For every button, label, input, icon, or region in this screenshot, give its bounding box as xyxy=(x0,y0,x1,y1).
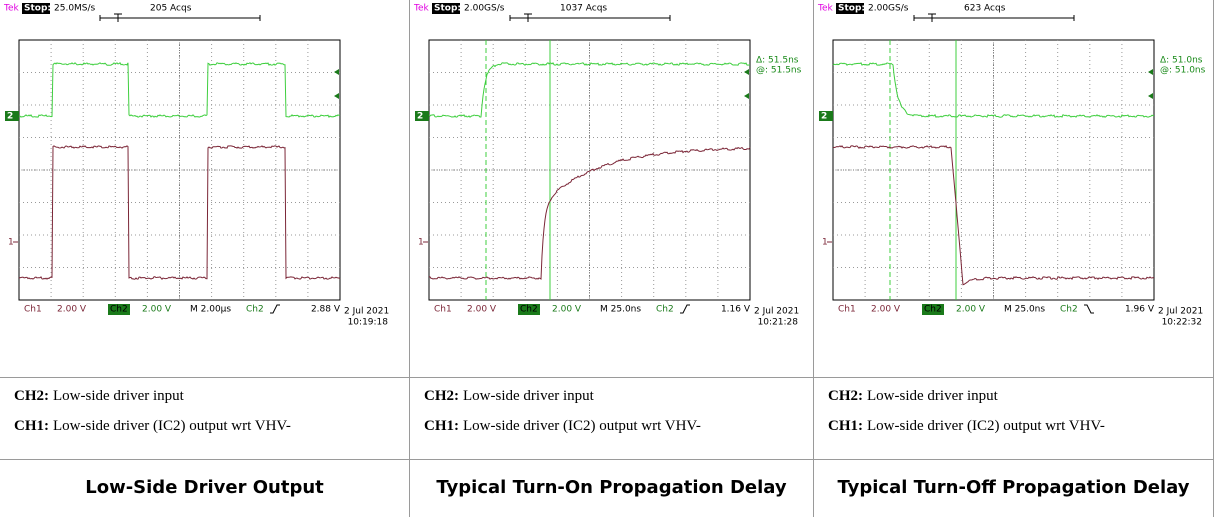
ch2-label: Ch2 xyxy=(924,305,942,315)
ch2-label: Ch2 xyxy=(110,305,128,315)
date: 2 Jul 2021 xyxy=(344,307,389,317)
ch2-scale: 2.00 V xyxy=(552,305,582,315)
date: 2 Jul 2021 xyxy=(754,307,799,317)
trigger-source: Ch2 xyxy=(246,305,264,315)
caption-line: CH2:Low-side driver input xyxy=(424,388,594,405)
ch2-marker: 2 xyxy=(7,112,13,122)
ch2-scale: 2.00 V xyxy=(142,305,172,315)
cursor-delta: Δ: 51.5ns xyxy=(756,56,799,66)
ch1-label: Ch1 xyxy=(434,305,452,315)
caption-label: CH1: xyxy=(828,418,863,434)
trigger-edge xyxy=(1084,305,1094,313)
time: 10:22:32 xyxy=(1162,318,1202,328)
caption-line: CH2:Low-side driver input xyxy=(828,388,998,405)
caption-label: CH1: xyxy=(14,418,49,434)
oscilloscope-screen: Tek Stop:25.0MS/s 205 Acqs 2 1 Ch1 2.00 V Ch2 2.… xyxy=(0,0,409,377)
cursor-position: @: 51.0ns xyxy=(1160,66,1206,76)
ch2-label: Ch2 xyxy=(520,305,538,315)
scope-cell: Tek Stop:2.00GS/s 1037 Acqs Δ: 51.5ns@: 51.… xyxy=(410,0,814,378)
caption-line: CH2:Low-side driver input xyxy=(14,388,184,405)
acquisitions: 1037 Acqs xyxy=(560,4,607,14)
scope-brand: Tek xyxy=(413,4,430,14)
scope-state: Stop: xyxy=(24,4,51,14)
caption-label: CH1: xyxy=(424,418,459,434)
trigger-source: Ch2 xyxy=(1060,305,1078,315)
title-cell: Typical Turn-On Propagation Delay xyxy=(410,460,814,517)
timebase: M 25.0ns xyxy=(1004,305,1045,315)
panel-title: Low-Side Driver Output xyxy=(85,477,324,498)
scope-brand: Tek xyxy=(3,4,20,14)
acquisitions: 205 Acqs xyxy=(150,4,192,14)
ch2-marker: 2 xyxy=(417,112,423,122)
panel-title: Typical Turn-On Propagation Delay xyxy=(436,477,786,498)
ch1-label: Ch1 xyxy=(838,305,856,315)
sample-rate: 25.0MS/s xyxy=(54,4,96,14)
timebase: M 2.00µs xyxy=(190,305,231,315)
trigger-level: 1.96 V xyxy=(1125,305,1155,315)
trigger-edge xyxy=(680,305,690,313)
caption-text: Low-side driver (IC2) output wrt VHV- xyxy=(463,418,701,434)
ch1-marker: 1 xyxy=(822,238,828,248)
scope-brand: Tek xyxy=(817,4,834,14)
oscilloscope-screen: Tek Stop:2.00GS/s 1037 Acqs Δ: 51.5ns@: 51.… xyxy=(410,0,813,377)
scope-cell: Tek Stop:2.00GS/s 623 Acqs Δ: 51.0ns@: 51.0… xyxy=(814,0,1214,378)
panel-title: Typical Turn-Off Propagation Delay xyxy=(838,477,1190,498)
caption-line: CH1:Low-side driver (IC2) output wrt VHV… xyxy=(424,418,701,435)
trigger-bracket xyxy=(510,14,670,22)
ch1-scale: 2.00 V xyxy=(467,305,497,315)
caption-label: CH2: xyxy=(424,388,459,404)
timebase: M 25.0ns xyxy=(600,305,641,315)
ch2-marker: 2 xyxy=(821,112,827,122)
caption-text: Low-side driver (IC2) output wrt VHV- xyxy=(53,418,291,434)
ch1-marker: 1 xyxy=(8,238,14,248)
caption-text: Low-side driver input xyxy=(867,388,998,404)
scope-state: Stop: xyxy=(434,4,461,14)
caption-text: Low-side driver (IC2) output wrt VHV- xyxy=(867,418,1105,434)
scope-cell: Tek Stop:25.0MS/s 205 Acqs 2 1 Ch1 2.00 V Ch2 2.… xyxy=(0,0,410,378)
trigger-bracket xyxy=(100,14,260,22)
ch1-marker: 1 xyxy=(418,238,424,248)
scope-state: Stop: xyxy=(838,4,865,14)
cursor-delta: Δ: 51.0ns xyxy=(1160,56,1203,66)
sample-rate: 2.00GS/s xyxy=(464,4,505,14)
caption-label: CH2: xyxy=(14,388,49,404)
ch1-scale: 2.00 V xyxy=(57,305,87,315)
ch2-scale: 2.00 V xyxy=(956,305,986,315)
trigger-level: 2.88 V xyxy=(311,305,341,315)
time: 10:21:28 xyxy=(758,318,799,328)
trigger-source: Ch2 xyxy=(656,305,674,315)
title-cell: Typical Turn-Off Propagation Delay xyxy=(814,460,1214,517)
ch1-scale: 2.00 V xyxy=(871,305,901,315)
caption-line: CH1:Low-side driver (IC2) output wrt VHV… xyxy=(14,418,291,435)
cursor-position: @: 51.5ns xyxy=(756,66,802,76)
oscilloscope-screen: Tek Stop:2.00GS/s 623 Acqs Δ: 51.0ns@: 51.0… xyxy=(814,0,1213,377)
sample-rate: 2.00GS/s xyxy=(868,4,909,14)
page: TekStop:25.0MS/s205 Acqs21Ch12.00 VCh22.… xyxy=(0,0,1214,517)
trigger-level: 1.16 V xyxy=(721,305,751,315)
caption-text: Low-side driver input xyxy=(463,388,594,404)
caption-line: CH1:Low-side driver (IC2) output wrt VHV… xyxy=(828,418,1105,435)
caption-text: Low-side driver input xyxy=(53,388,184,404)
caption-label: CH2: xyxy=(828,388,863,404)
acquisitions: 623 Acqs xyxy=(964,4,1006,14)
title-cell: Low-Side Driver Output xyxy=(0,460,410,517)
trigger-edge xyxy=(270,305,280,313)
date: 2 Jul 2021 xyxy=(1158,307,1203,317)
ch1-label: Ch1 xyxy=(24,305,42,315)
time: 10:19:18 xyxy=(348,318,389,328)
trigger-bracket xyxy=(914,14,1074,22)
